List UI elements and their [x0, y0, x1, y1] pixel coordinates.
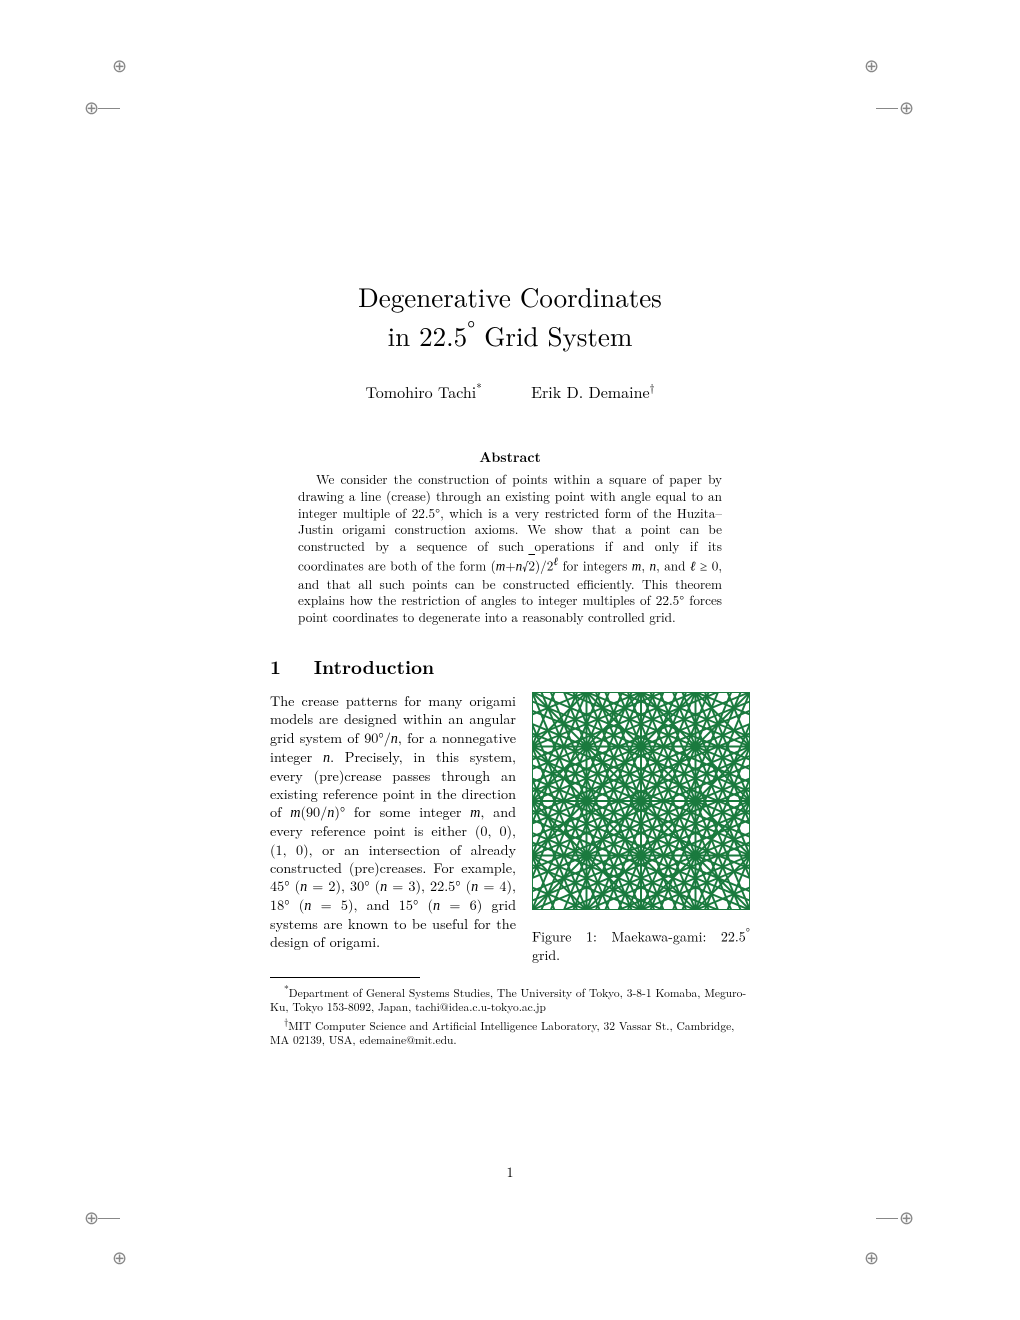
crop-mark-tr-plus2: ⊕	[899, 99, 914, 117]
footnote-rule	[270, 977, 420, 978]
page-number: 1	[0, 1162, 1020, 1182]
footnotes: *Department of General Systems Studies, …	[270, 982, 750, 1049]
abs-div: )/2	[535, 556, 553, 575]
fn2-text: MIT Computer Science and Artificial Inte…	[270, 1018, 734, 1049]
paper-title-line1: Degenerative Coordinates	[270, 280, 750, 312]
im2: m	[470, 805, 480, 821]
im1: m	[290, 805, 300, 821]
crop-mark-tr-line	[876, 108, 898, 109]
authors-block: Tomohiro Tachi* Erik D. Demaine†	[270, 380, 750, 403]
abstract-heading: Abstract	[270, 447, 750, 467]
fc-prefix: Figure 1: Maekawa-gami: 22.5	[532, 927, 746, 947]
page-body: Degenerative Coordinates in 22.5° Grid S…	[270, 280, 750, 1048]
author-first-name: Tomohiro Tachi	[366, 380, 477, 403]
crop-mark-bl-plus: ⊕	[112, 1249, 127, 1267]
crop-mark-tl-plus: ⊕	[112, 57, 127, 75]
crop-mark-br-plus: ⊕	[864, 1249, 879, 1267]
fc-suffix: grid.	[532, 945, 560, 965]
it8: = 3), 22.5° (	[387, 876, 471, 896]
intro-paragraph: The crease patterns for many origami mod…	[270, 692, 516, 951]
fn1-text: Department of General Systems Studies, T…	[270, 984, 746, 1015]
crop-mark-bl-line	[98, 1218, 120, 1219]
maekawa-gami-svg	[532, 692, 750, 910]
abs-m2: m	[632, 559, 642, 574]
in2: n	[323, 750, 330, 766]
it7: = 2), 30° (	[307, 876, 380, 896]
crop-mark-br-line	[876, 1218, 898, 1219]
it4: (90/	[300, 802, 327, 822]
degree-symbol: °	[467, 313, 475, 343]
crop-mark-tr-plus: ⊕	[864, 57, 879, 75]
section-title: Introduction	[314, 652, 434, 680]
figure-1-caption: Figure 1: Maekawa-gami: 22.5° grid.	[532, 925, 750, 964]
section-number: 1	[270, 652, 281, 680]
it5: )° for some integer	[334, 802, 470, 822]
abs-plus: +	[505, 556, 515, 575]
paper-title-line2: in 22.5° Grid System	[270, 316, 750, 351]
author-second: Erik D. Demaine†	[531, 380, 654, 403]
title-suffix: Grid System	[475, 316, 632, 354]
footnote-2: †MIT Computer Science and Artificial Int…	[270, 1015, 750, 1048]
crop-mark-tl-plus2: ⊕	[84, 99, 99, 117]
abs-m: m	[496, 559, 506, 574]
crop-mark-bl-plus2: ⊕	[84, 1209, 99, 1227]
footnote-1: *Department of General Systems Studies, …	[270, 982, 750, 1015]
fc-degree: °	[746, 924, 750, 940]
in1: n	[391, 731, 398, 747]
it10: = 5), and 15° (	[311, 895, 433, 915]
author-first: Tomohiro Tachi*	[366, 380, 482, 403]
crop-mark-br-plus2: ⊕	[899, 1209, 914, 1227]
abs-t2: for integers	[558, 556, 632, 575]
abs-and: , and	[656, 556, 690, 575]
intro-columns: The crease patterns for many origami mod…	[270, 692, 750, 964]
section-1-heading: 1 Introduction	[270, 652, 750, 680]
figure-1: Figure 1: Maekawa-gami: 22.5° grid.	[532, 692, 750, 964]
crop-mark-tl-line	[98, 108, 120, 109]
title-prefix: in 22.5	[388, 316, 468, 354]
author-second-mark: †	[650, 380, 655, 395]
author-second-name: Erik D. Demaine	[531, 380, 650, 403]
abs-n: n	[516, 559, 523, 574]
author-first-mark: *	[476, 380, 482, 395]
abstract-body: We consider the construction of points w…	[298, 471, 722, 626]
